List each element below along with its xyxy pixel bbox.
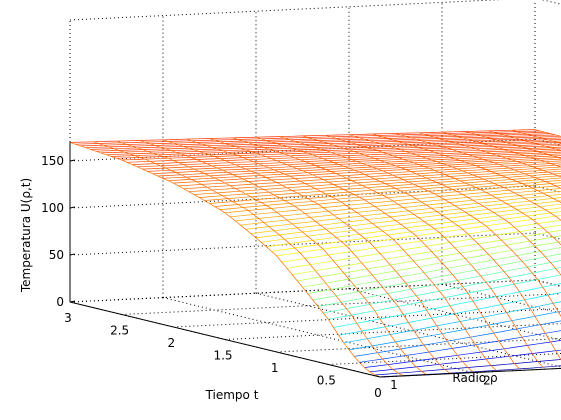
x-tick-label: 3 [64,311,72,325]
x-tick-label: 0.5 [317,374,336,388]
mesh-line-rho [255,136,561,361]
mesh-line-rho [465,131,561,159]
mesh-line-rho [348,134,561,221]
mesh-line-rho [418,132,561,178]
mesh-line-rho [325,134,561,246]
y-tick-label: 2 [483,374,491,388]
mesh-line-t [354,320,561,357]
mesh-line-rho [488,130,561,151]
x-axis-label: Tiempo t [205,388,259,402]
mesh-line-rho [93,141,404,376]
mesh-line-t [359,330,561,363]
z-tick-label: 100 [41,201,64,215]
mesh-line-rho [186,138,497,371]
x-tick-label: 2 [168,336,176,350]
mesh-line-t [312,253,561,301]
mesh-line-t [374,359,561,376]
mesh-line-rho [441,131,561,168]
mesh-line-rho [279,136,561,318]
mesh-line-t [297,235,561,282]
mesh-line-rho [209,138,520,370]
x-tick-label: 2.5 [110,324,129,338]
mesh-line-t [338,292,561,336]
mesh-line-rho [395,133,561,189]
mesh-line-t [214,177,561,207]
mesh-line-t [348,310,561,351]
y-tick-label: 1 [390,378,398,392]
mesh-line-rho [372,133,561,203]
axes [69,142,561,378]
mesh-line-rho [116,140,427,375]
z-tick-label: 0 [56,295,64,309]
y-tick-labels: 123456 [390,374,491,392]
z-axis-label: Temperatura U(ρ,t) [19,178,33,293]
x-tick-labels: 0 0.5 1 1.5 2 2.5 3 [64,311,382,400]
mesh-line-t [292,229,561,275]
x-tick-label: 1.5 [213,349,232,363]
x-tick-label: 0 [374,386,382,400]
mesh-line-t [369,349,561,373]
mesh-line-t [379,365,561,378]
mesh-line-t [364,340,561,368]
y-axis-label: Radio ρ [452,371,497,385]
z-tick-label: 150 [41,154,64,168]
z-tick-labels: 0 50 100 150 [41,154,76,309]
mesh-line-rho [139,140,451,374]
x-tick-label: 1 [271,361,279,375]
mesh-line-rho [232,137,544,368]
surface-mesh [69,129,561,378]
mesh-line-t [343,301,561,344]
mesh-line-rho [162,139,474,373]
mesh-line-rho [69,142,381,378]
z-tick-label: 50 [49,248,64,262]
mesh-line-t [333,283,561,328]
